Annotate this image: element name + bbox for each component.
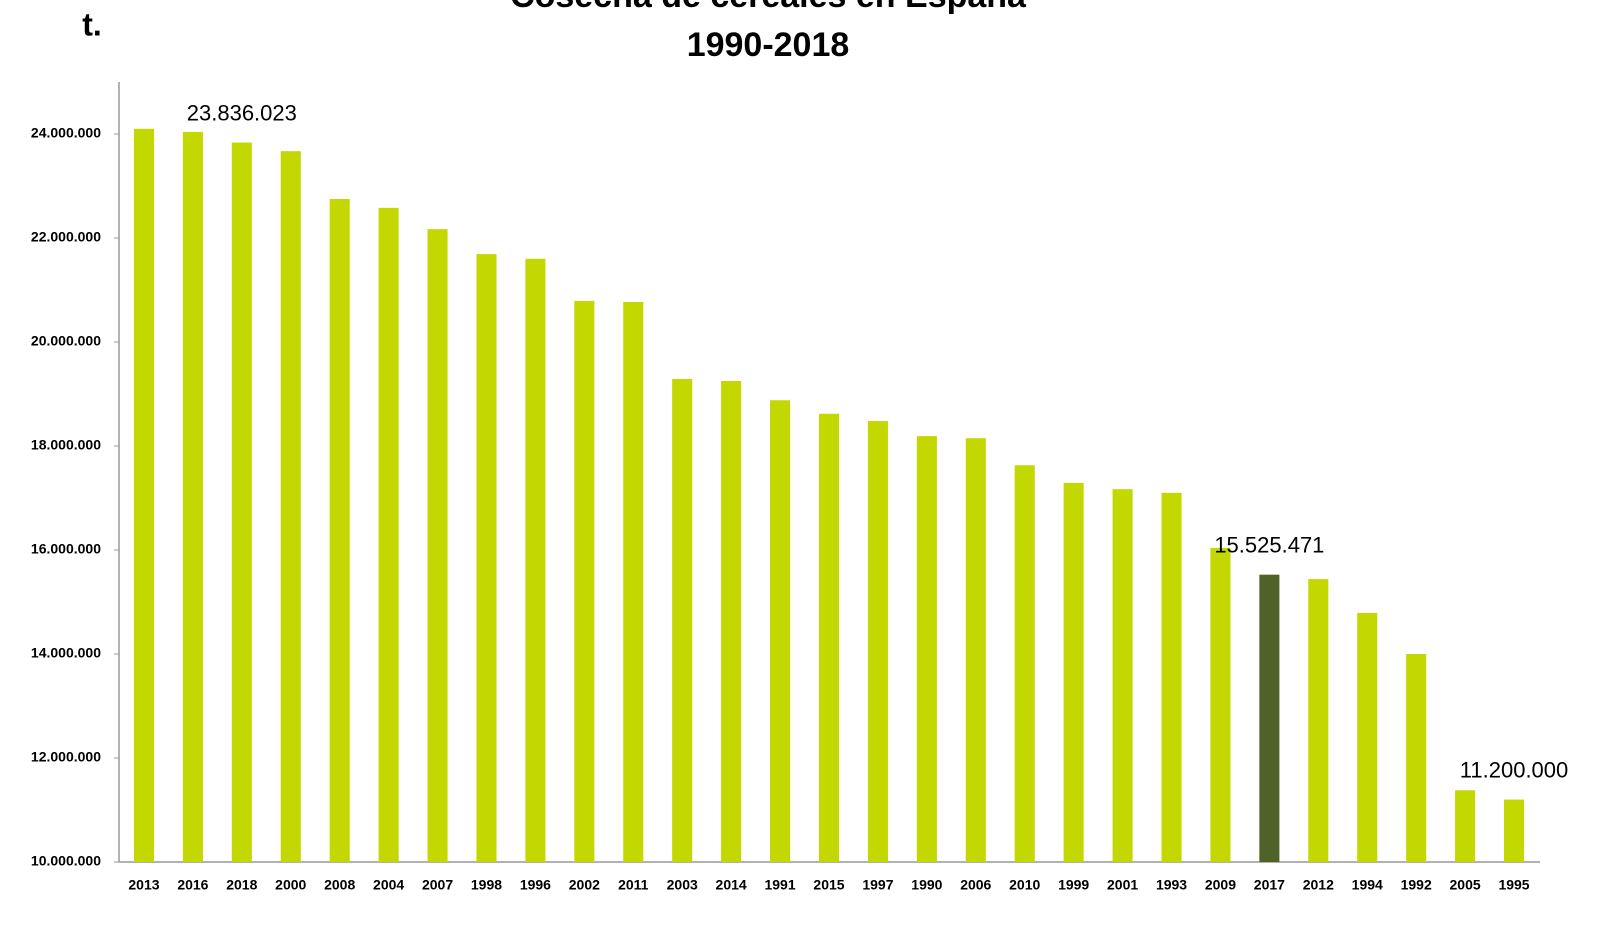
y-tick-label: 10.000.000 (31, 853, 101, 869)
x-tick-label: 2009 (1205, 877, 1236, 893)
bar (574, 300, 595, 862)
x-tick-label: 2010 (1009, 877, 1040, 893)
x-tick-label: 2007 (422, 877, 453, 893)
x-tick-label: 2002 (569, 877, 600, 893)
x-tick-label: 1994 (1352, 877, 1383, 893)
bar (1161, 492, 1182, 862)
bar (1063, 482, 1084, 862)
bar (1455, 790, 1476, 862)
x-tick-label: 1998 (471, 877, 502, 893)
bar (1210, 547, 1231, 862)
bar (1014, 465, 1035, 862)
x-tick-label: 1997 (862, 877, 893, 893)
y-tick-label: 16.000.000 (31, 541, 101, 557)
bar (280, 151, 301, 862)
bar (329, 199, 350, 862)
x-tick-label: 1995 (1498, 877, 1529, 893)
value-label: 15.525.471 (1214, 532, 1324, 557)
y-tick-label: 14.000.000 (31, 645, 101, 661)
bar (818, 413, 840, 862)
x-tick-label: 1992 (1401, 877, 1432, 893)
bar (1406, 654, 1427, 862)
bar (1112, 489, 1133, 862)
bar (916, 436, 937, 862)
bar (378, 207, 399, 863)
x-tick-label: 1993 (1156, 877, 1187, 893)
bar (623, 301, 644, 863)
x-tick-label: 1999 (1058, 877, 1089, 893)
y-tick-label: 20.000.000 (31, 333, 101, 349)
bar (133, 128, 154, 863)
y-axis-label: t. (82, 6, 102, 42)
bar (182, 131, 203, 863)
y-tick-label: 22.000.000 (31, 229, 101, 245)
x-tick-label: 2000 (275, 877, 306, 893)
bar (1259, 574, 1280, 862)
x-tick-label: 2006 (960, 877, 991, 893)
value-label: 11.200.000 (1460, 757, 1568, 782)
bar (770, 400, 791, 862)
x-tick-label: 2016 (177, 877, 208, 893)
bar (672, 378, 693, 862)
x-tick-label: 2004 (373, 877, 404, 893)
value-label: 23.836.023 (187, 100, 297, 125)
bar (525, 258, 546, 862)
x-tick-label: 2008 (324, 877, 355, 893)
bar (721, 381, 742, 862)
x-tick-label: 1990 (911, 877, 942, 893)
bar (867, 421, 888, 862)
y-tick-label: 18.000.000 (31, 437, 101, 453)
chart-title: Cosecha de cereales en España (510, 0, 1027, 15)
bar (476, 254, 497, 862)
x-tick-label: 2003 (667, 877, 698, 893)
x-tick-label: 1991 (764, 877, 795, 893)
x-tick-label: 2013 (128, 877, 159, 893)
x-tick-label: 2015 (813, 877, 844, 893)
bar (1504, 799, 1525, 862)
y-tick-label: 12.000.000 (31, 749, 101, 765)
x-tick-label: 2014 (716, 877, 747, 893)
bar (1308, 579, 1329, 862)
x-tick-label: 2018 (226, 877, 257, 893)
chart-subtitle: 1990-2018 (687, 26, 850, 64)
bar (965, 438, 986, 862)
x-tick-label: 2011 (618, 877, 649, 893)
bar (1357, 612, 1378, 862)
x-tick-label: 2012 (1303, 877, 1334, 893)
x-tick-label: 1996 (520, 877, 551, 893)
y-tick-label: 24.000.000 (31, 125, 101, 141)
x-tick-label: 2005 (1450, 877, 1481, 893)
x-tick-label: 2017 (1254, 877, 1285, 893)
bar (427, 229, 448, 862)
bar (231, 142, 252, 863)
x-tick-label: 2001 (1107, 877, 1138, 893)
